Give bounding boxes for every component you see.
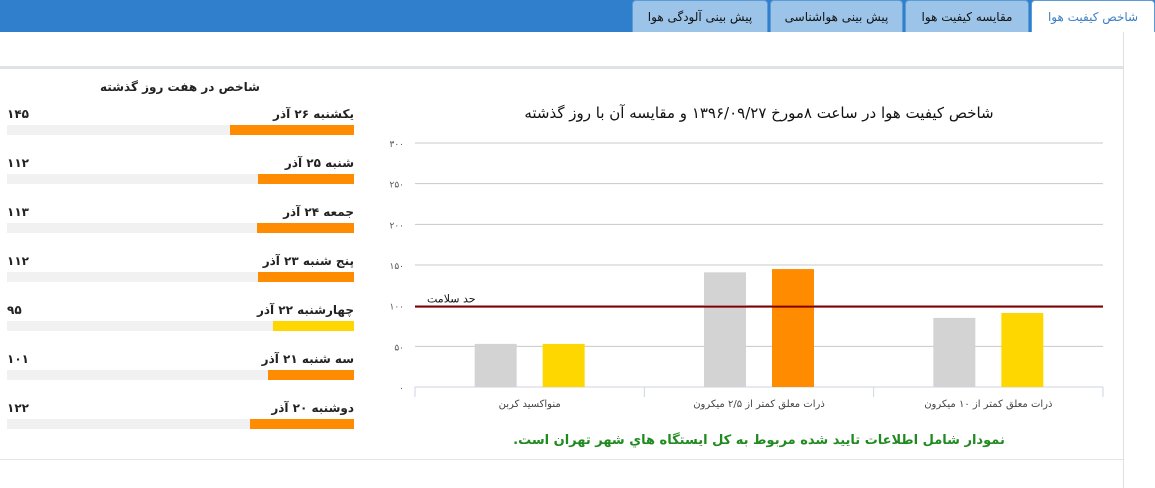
- divider: [0, 459, 1123, 460]
- day-value: ۱۰۱: [7, 352, 29, 366]
- day-bar-fill: [249, 419, 354, 429]
- x-tick-label: منواکسید کربن: [499, 399, 561, 410]
- day-value: ۹۵: [7, 303, 22, 317]
- day-row: پنج شنبه ۲۳ آذر ۱۱۲: [7, 254, 354, 284]
- day-bar-track: [7, 321, 354, 331]
- day-label: پنج شنبه ۲۳ آذر: [262, 254, 354, 268]
- day-bar-track: [7, 223, 354, 233]
- bar: [474, 343, 517, 387]
- day-label: یکشنبه ۲۶ آذر: [273, 107, 354, 121]
- chart-title: شاخص کیفیت هوا در ساعت ۸مورخ ۱۳۹۶/۰۹/۲۷ …: [524, 104, 994, 122]
- day-bar-track: [7, 370, 354, 380]
- day-bar-track: [7, 174, 354, 184]
- bar: [933, 317, 976, 387]
- week-panel-title: شاخص در هفت روز گذشته: [100, 80, 260, 94]
- health-limit-label: حد سلامت: [427, 293, 476, 306]
- day-bar-fill: [258, 174, 354, 184]
- day-value: ۱۱۲: [7, 156, 29, 170]
- day-bar-track: [7, 419, 354, 429]
- day-label: سه شنبه ۲۱ آذر: [261, 352, 354, 366]
- day-row: شنبه ۲۵ آذر ۱۱۲: [7, 156, 354, 186]
- day-bar-fill: [267, 370, 354, 380]
- day-bar-fill: [258, 272, 354, 282]
- bar: [542, 343, 585, 387]
- x-tick-label: ذرات معلق کمتر از ۲/۵ میکرون: [693, 399, 825, 410]
- day-label: شنبه ۲۵ آذر: [284, 156, 354, 170]
- tab-pollution-forecast[interactable]: پیش بینی آلودگی هوا: [632, 0, 768, 32]
- tab-weather-forecast[interactable]: پیش بینی هواشناسی: [770, 0, 903, 32]
- day-value: ۱۱۲: [7, 254, 29, 268]
- day-row: یکشنبه ۲۶ آذر ۱۴۵: [7, 107, 354, 137]
- bar: [704, 272, 746, 387]
- day-bar-fill: [272, 321, 354, 331]
- day-label: چهارشنبه ۲۲ آذر: [256, 303, 354, 317]
- bar: [1001, 312, 1044, 387]
- chart-note: نمودار شامل اطلاعات تایید شده مربوط به ک…: [513, 433, 1005, 448]
- y-tick-label: ۲۰۰: [389, 221, 404, 231]
- day-label: دوشنبه ۲۰ آذر: [271, 401, 354, 415]
- y-tick-label: ۰: [399, 384, 404, 394]
- day-bar-fill: [257, 223, 354, 233]
- day-label: جمعه ۲۴ آذر: [283, 205, 354, 219]
- day-value: ۱۲۲: [7, 401, 29, 415]
- y-tick-label: ۲۵۰: [389, 181, 404, 191]
- y-tick-label: ۱۰۰: [389, 303, 404, 313]
- day-bar-track: [7, 125, 354, 135]
- y-tick-label: ۵۰: [394, 343, 404, 353]
- divider: [0, 66, 1124, 69]
- day-value: ۱۱۳: [7, 205, 29, 219]
- y-tick-label: ۱۵۰: [389, 262, 404, 272]
- x-tick-label: ذرات معلق کمتر از ۱۰ میکرون: [924, 399, 1052, 410]
- y-tick-label: ۳۰۰: [389, 140, 404, 150]
- day-value: ۱۴۵: [7, 107, 29, 121]
- day-bar-track: [7, 272, 354, 282]
- day-row: سه شنبه ۲۱ آذر ۱۰۱: [7, 352, 354, 382]
- tab-air-quality-comparison[interactable]: مقایسه کیفیت هوا: [905, 0, 1029, 32]
- day-row: جمعه ۲۴ آذر ۱۱۳: [7, 205, 354, 235]
- day-bar-fill: [229, 125, 354, 135]
- tab-air-quality-index[interactable]: شاخص کیفیت هوا: [1031, 0, 1155, 32]
- bar: [772, 269, 814, 387]
- divider: [1123, 32, 1124, 488]
- day-row: چهارشنبه ۲۲ آذر ۹۵: [7, 303, 354, 333]
- day-row: دوشنبه ۲۰ آذر ۱۲۲: [7, 401, 354, 431]
